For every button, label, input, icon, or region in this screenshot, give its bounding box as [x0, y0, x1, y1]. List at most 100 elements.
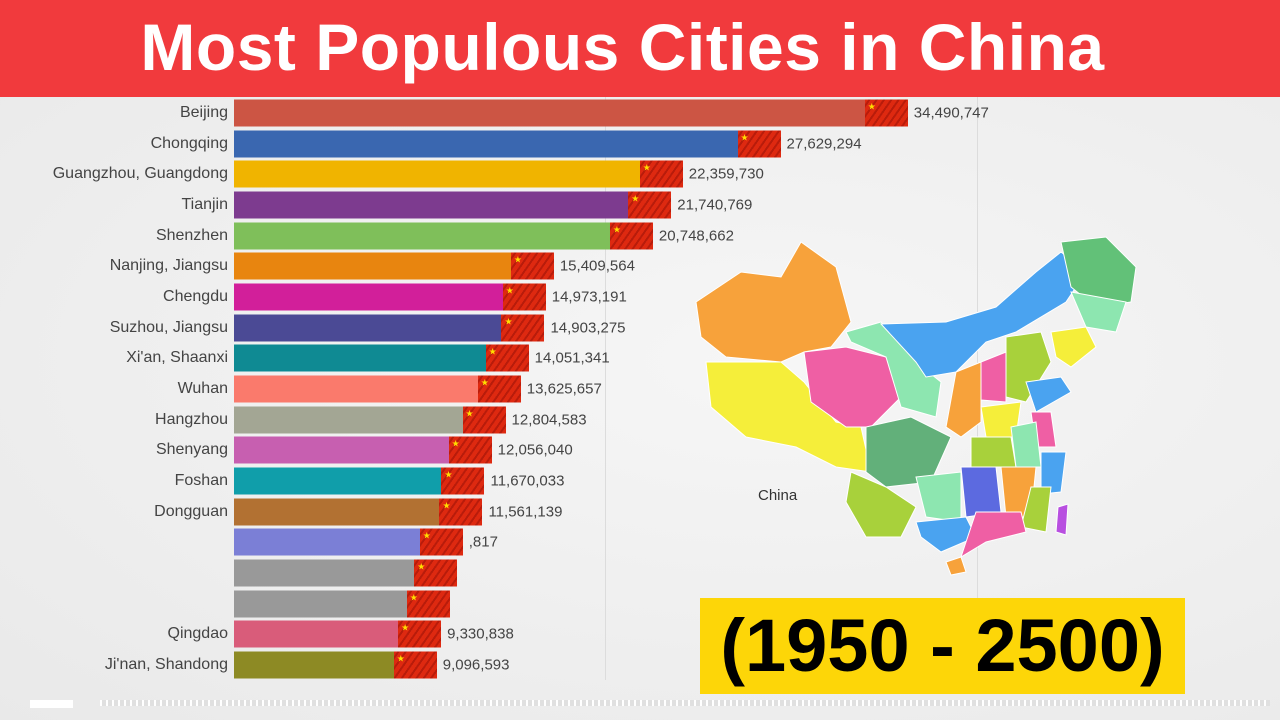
china-flag-icon: ★	[485, 344, 529, 372]
bar-value-label: 13,625,657	[526, 380, 602, 398]
china-flag-icon: ★	[462, 406, 506, 434]
bar-label: Wuhan	[177, 380, 228, 398]
flag-star-icon: ★	[504, 316, 513, 327]
china-flag-icon: ★	[406, 590, 450, 618]
map-region	[970, 436, 1017, 468]
flag-star-icon: ★	[409, 592, 418, 603]
bar: ★	[234, 252, 554, 280]
bar-label: Qingdao	[167, 625, 229, 643]
title-banner: Most Populous Cities in China	[0, 0, 1280, 97]
bar: ★	[234, 620, 442, 648]
china-map	[695, 236, 1137, 576]
bar: ★	[234, 467, 485, 495]
bar: ★	[234, 191, 672, 219]
china-flag-icon: ★	[639, 160, 683, 188]
bar: ★	[234, 498, 483, 526]
map-region	[980, 351, 1007, 403]
map-region	[1020, 486, 1052, 533]
bar: ★	[234, 375, 521, 403]
map-region	[803, 346, 902, 428]
bar-value-label: 27,629,294	[786, 135, 862, 153]
china-flag-icon: ★	[628, 191, 672, 219]
page-title: Most Populous Cities in China	[140, 10, 1105, 84]
bar-label: Nanjing, Jiangsu	[109, 257, 228, 275]
bar-value-label: 11,670,033	[490, 472, 565, 490]
china-flag-icon: ★	[448, 436, 492, 464]
flag-star-icon: ★	[465, 408, 474, 419]
timeline-handle[interactable]	[30, 700, 73, 708]
map-region	[845, 471, 917, 538]
bar-value-label: 14,973,191	[551, 288, 627, 306]
bar-value-label: 22,359,730	[688, 165, 764, 183]
bar: ★	[234, 160, 683, 188]
flag-star-icon: ★	[513, 254, 522, 265]
map-label: China	[758, 487, 798, 504]
china-flag-icon: ★	[477, 375, 521, 403]
china-flag-icon: ★	[609, 222, 653, 250]
china-flag-icon: ★	[501, 314, 545, 342]
map-region	[879, 251, 1087, 378]
map-region	[1025, 376, 1072, 413]
map-region	[945, 361, 982, 438]
bar-label: Dongguan	[154, 502, 228, 520]
china-flag-icon: ★	[502, 283, 546, 311]
flag-star-icon: ★	[396, 653, 405, 664]
flag-star-icon: ★	[505, 285, 514, 296]
bar: ★	[234, 344, 529, 372]
bar-value-label: 9,330,838	[447, 625, 514, 643]
flag-star-icon: ★	[442, 500, 451, 511]
map-region	[1050, 326, 1097, 368]
bar-value-label: 21,740,769	[677, 196, 753, 214]
flag-star-icon: ★	[612, 224, 621, 235]
china-flag-icon: ★	[398, 620, 442, 648]
bar-label: Foshan	[174, 472, 228, 490]
bar-value-label: 12,056,040	[497, 441, 573, 459]
china-flag-icon: ★	[419, 528, 463, 556]
flag-star-icon: ★	[451, 438, 460, 449]
bar-label: Chengdu	[163, 288, 228, 306]
bar-label: Tianjin	[181, 196, 228, 213]
china-flag-icon: ★	[864, 99, 908, 127]
map-region	[960, 511, 1027, 559]
timeline-track[interactable]	[100, 700, 1270, 706]
map-region	[1010, 421, 1042, 468]
bar: ★	[234, 283, 546, 311]
bar-label: Xi'an, Shaanxi	[126, 349, 228, 367]
bar-label: Beijing	[179, 104, 228, 121]
bar-label: Shenyang	[155, 441, 228, 459]
year-range-text: (1950 - 2500)	[720, 604, 1165, 687]
china-flag-icon: ★	[737, 130, 781, 158]
bar: ★	[234, 590, 450, 618]
bar-value-label: 34,490,747	[913, 104, 989, 122]
bar-value-label: ,817	[468, 533, 498, 551]
flag-star-icon: ★	[642, 162, 651, 173]
bar: ★	[234, 99, 908, 127]
year-range-badge: (1950 - 2500)	[700, 598, 1185, 694]
bar: ★	[234, 406, 506, 434]
map-region	[945, 556, 967, 576]
map-region	[915, 516, 977, 553]
bar: ★	[234, 436, 492, 464]
bar: ★	[234, 314, 545, 342]
bar-label: Shenzhen	[155, 226, 228, 244]
bar-value-label: 20,748,662	[658, 227, 734, 245]
bar: ★	[234, 222, 653, 250]
china-flag-icon: ★	[414, 559, 458, 587]
bar: ★	[234, 130, 781, 158]
flag-star-icon: ★	[488, 346, 497, 357]
china-flag-icon: ★	[393, 651, 437, 679]
map-region	[1055, 503, 1069, 536]
bar: ★	[234, 651, 437, 679]
flag-star-icon: ★	[740, 132, 749, 143]
flag-star-icon: ★	[480, 377, 489, 388]
flag-star-icon: ★	[422, 530, 431, 541]
flag-star-icon: ★	[444, 469, 453, 480]
bar-label: Guangzhou, Guangdong	[52, 165, 228, 183]
bar-label: Suzhou, Jiangsu	[109, 318, 228, 336]
map-region	[960, 466, 1002, 518]
bar-label: Chongqing	[150, 134, 228, 152]
china-flag-icon: ★	[441, 467, 485, 495]
china-flag-icon: ★	[510, 252, 554, 280]
bar-value-label: 14,903,275	[550, 319, 626, 337]
bar-value-label: 12,804,583	[511, 411, 587, 429]
